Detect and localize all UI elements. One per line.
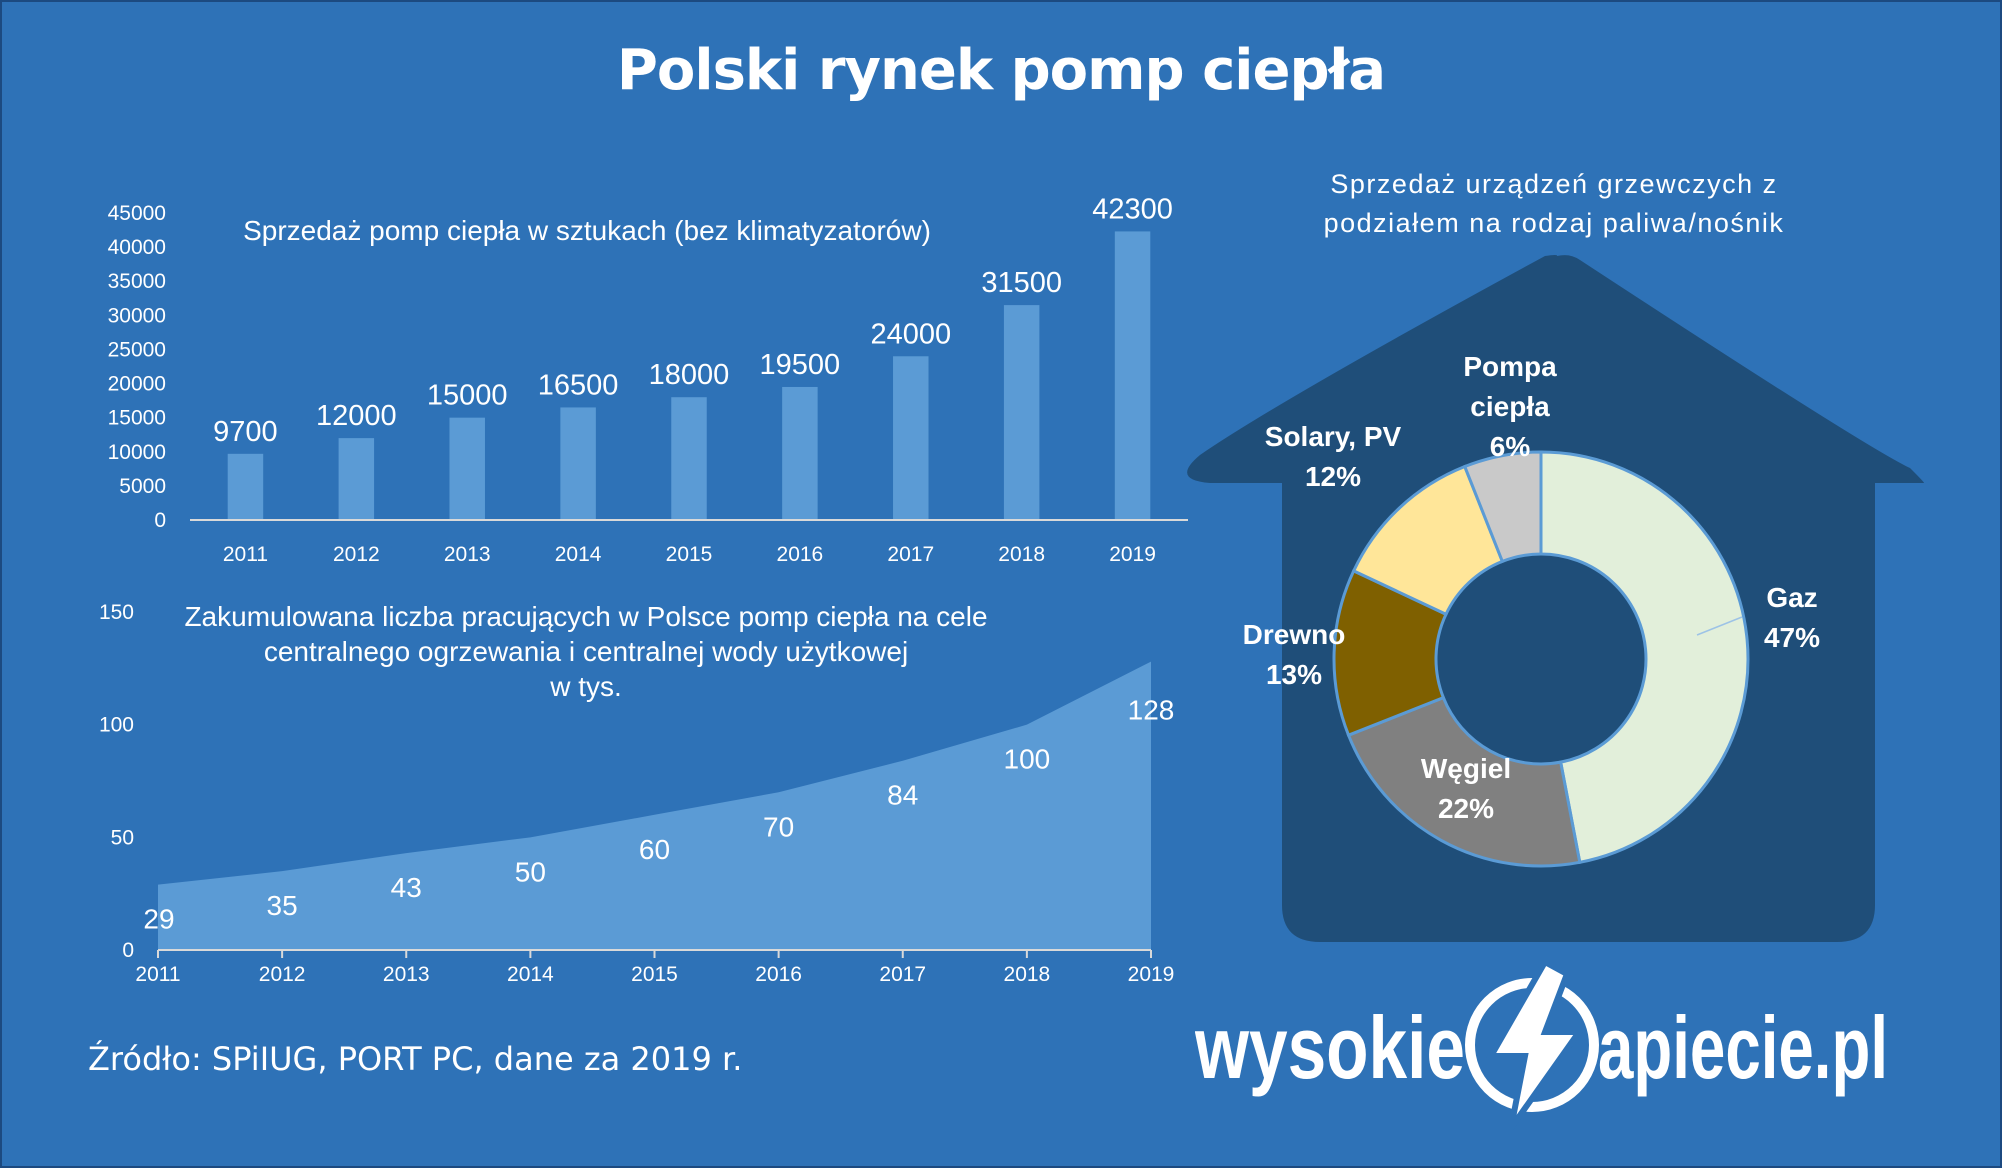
bar-x-tick-label: 2017	[887, 543, 934, 566]
bar-data-label: 24000	[870, 318, 951, 350]
bar-x-tick-label: 2016	[777, 543, 824, 566]
donut-slice-label: 13%	[1266, 659, 1322, 690]
donut-slice-label: 12%	[1305, 461, 1361, 492]
donut-slice	[1539, 450, 1750, 865]
bar-y-tick-label: 45000	[108, 202, 166, 225]
donut-slice-label: ciepła	[1470, 391, 1550, 422]
area-data-label: 128	[1128, 695, 1175, 726]
area-x-tick-label: 2013	[383, 963, 430, 986]
bar-x-tick-label: 2013	[444, 543, 491, 566]
donut-slice-label: 6%	[1490, 431, 1531, 462]
bar-x-tick-label: 2015	[666, 543, 713, 566]
bar-x-tick-label: 2012	[333, 543, 380, 566]
bar-2016	[782, 386, 818, 520]
area-data-label: 29	[143, 904, 174, 935]
area-x-tick-label: 2014	[507, 963, 554, 986]
site-logo: wysokie apiecie.pl	[1195, 960, 1888, 1130]
bar-2012	[338, 438, 375, 520]
area-x-tick-label: 2011	[135, 963, 180, 986]
donut-slice-label: 22%	[1438, 793, 1494, 824]
donut-slice	[1346, 695, 1582, 868]
area-data-label: 35	[267, 890, 298, 921]
bar-chart-title: Sprzedaż pomp ciepła w sztukach (bez kli…	[243, 215, 931, 246]
area-x-tick-label: 2017	[879, 963, 926, 986]
area-data-label: 84	[887, 780, 918, 811]
bar-data-label: 9700	[213, 416, 278, 448]
bar-2019	[1114, 231, 1151, 521]
logo-text-left: wysokie	[1195, 998, 1465, 1097]
bar-2018	[1003, 305, 1040, 520]
donut-slice-label: Pompa	[1463, 351, 1557, 382]
area-data-label: 100	[1004, 744, 1051, 775]
donut-slice-label: Solary, PV	[1265, 421, 1402, 452]
bar-y-tick-label: 25000	[108, 338, 166, 361]
bar-x-tick-label: 2011	[223, 543, 268, 566]
area-x-tick-label: 2015	[631, 963, 678, 986]
bar-y-tick-label: 30000	[108, 304, 166, 327]
bar-2017	[893, 356, 929, 520]
bar-data-label: 16500	[538, 369, 619, 401]
area-y-tick-label: 150	[99, 601, 134, 624]
bar-x-tick-label: 2014	[555, 543, 602, 566]
area-chart-cumulative: Zakumulowana liczba pracujących w Polsce…	[99, 601, 1175, 986]
bar-data-label: 31500	[981, 267, 1062, 299]
area-x-tick-label: 2019	[1128, 963, 1175, 986]
area-x-tick-label: 2016	[755, 963, 802, 986]
area-data-label: 50	[515, 856, 546, 887]
donut-slice-label: Gaz	[1766, 582, 1817, 613]
bar-y-tick-label: 5000	[119, 475, 166, 498]
area-chart-title-line: centralnego ogrzewania i centralnej wody…	[264, 636, 908, 667]
donut-chart-heating: Sprzedaż urządzeń grzewczych z podziałem …	[1187, 169, 1925, 942]
bar-y-tick-label: 0	[154, 509, 166, 532]
area-y-tick-label: 100	[99, 714, 134, 737]
area-data-label: 70	[763, 811, 794, 842]
bar-y-tick-label: 10000	[108, 441, 166, 464]
area-y-tick-label: 50	[111, 826, 134, 849]
bar-data-label: 15000	[427, 380, 508, 412]
bar-data-label: 18000	[649, 359, 730, 391]
bar-x-tick-label: 2019	[1109, 543, 1156, 566]
bar-2015	[671, 397, 707, 520]
area-data-label: 43	[391, 872, 422, 903]
logo-text-right: apiecie.pl	[1598, 998, 1888, 1097]
area-chart-title-line: w tys.	[549, 671, 622, 702]
donut-slice-label: 47%	[1764, 622, 1820, 653]
area-y-tick-label: 0	[122, 939, 134, 962]
donut-slice-label: Węgiel	[1421, 753, 1511, 784]
bar-data-label: 19500	[760, 349, 841, 381]
logo-lightning-n-icon	[1465, 960, 1599, 1130]
donut-slice-label: Drewno	[1243, 619, 1346, 650]
bar-y-tick-label: 35000	[108, 270, 166, 293]
area-series-fill	[158, 661, 1151, 950]
bar-chart-sales: Sprzedaż pomp ciepła w sztukach (bez kli…	[108, 193, 1188, 566]
bar-y-tick-label: 20000	[108, 373, 166, 396]
area-x-tick-label: 2018	[1004, 963, 1051, 986]
page-title: Polski rynek pomp ciepła	[616, 38, 1386, 103]
donut-chart-title-line: podziałem na rodzaj paliwa/nośnik	[1324, 208, 1785, 238]
donut-chart-title-line: Sprzedaż urządzeń grzewczych z	[1330, 169, 1777, 199]
gaz-leader-line	[1696, 616, 1743, 636]
bar-2013	[449, 417, 485, 520]
bar-x-tick-label: 2018	[998, 543, 1045, 566]
source-note: Źródło: SPiIUG, PORT PC, dane za 2019 r.	[88, 1040, 743, 1078]
bar-y-tick-label: 15000	[108, 407, 166, 430]
bar-data-label: 42300	[1092, 193, 1173, 225]
bar-y-tick-label: 40000	[108, 236, 166, 259]
donut-slice	[1462, 450, 1543, 564]
area-chart-title-line: Zakumulowana liczba pracujących w Polsce…	[184, 601, 987, 632]
bar-2011	[227, 453, 264, 520]
bar-2014	[560, 407, 596, 520]
area-data-label: 60	[639, 834, 670, 865]
bar-data-label: 12000	[316, 400, 397, 432]
area-x-tick-label: 2012	[259, 963, 306, 986]
